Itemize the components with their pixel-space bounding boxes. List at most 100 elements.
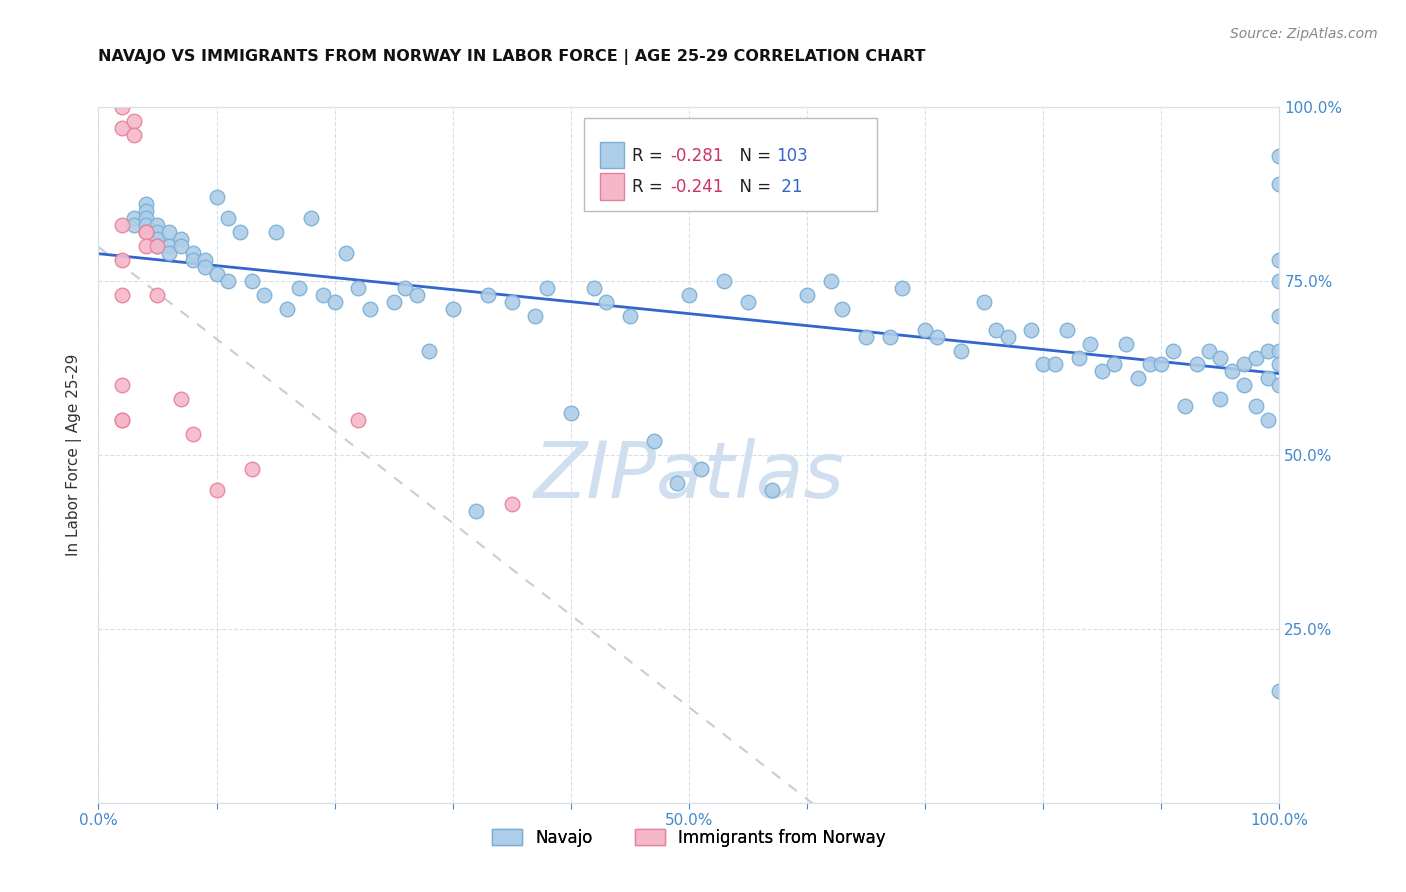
Point [194, 260, 217, 274]
Point [181, 427, 204, 442]
Point [560, 406, 582, 420]
Point [157, 239, 180, 253]
Point [1233, 358, 1256, 372]
Point [229, 225, 252, 239]
Point [406, 288, 429, 302]
Point [135, 204, 157, 219]
Point [181, 246, 204, 260]
Point [949, 343, 972, 358]
Point [217, 274, 239, 288]
Point [1080, 336, 1102, 351]
Point [1268, 378, 1291, 392]
Point [418, 343, 440, 358]
Bar [600, 142, 624, 169]
Point [1268, 177, 1291, 191]
Point [157, 246, 180, 260]
Text: NAVAJO VS IMMIGRANTS FROM NORWAY IN LABOR FORCE | AGE 25-29 CORRELATION CHART: NAVAJO VS IMMIGRANTS FROM NORWAY IN LABO… [98, 49, 927, 65]
Point [111, 120, 134, 135]
Point [217, 211, 239, 226]
Point [501, 294, 523, 309]
Point [831, 301, 853, 316]
Point [1257, 343, 1279, 358]
Point [761, 483, 783, 497]
Point [146, 239, 169, 253]
Point [713, 274, 735, 288]
Point [240, 274, 263, 288]
Point [583, 281, 606, 295]
Point [1161, 343, 1184, 358]
Point [299, 211, 322, 226]
Point [253, 288, 276, 302]
Text: ZIPatlas: ZIPatlas [533, 438, 845, 514]
Point [135, 225, 157, 239]
Point [1268, 274, 1291, 288]
Point [394, 281, 416, 295]
Point [323, 294, 346, 309]
Point [170, 239, 193, 253]
Point [1056, 323, 1078, 337]
Text: 21: 21 [776, 178, 803, 196]
Point [135, 225, 157, 239]
Point [465, 503, 488, 517]
Point [689, 462, 711, 476]
Legend: Navajo, Immigrants from Norway: Navajo, Immigrants from Norway [485, 822, 893, 854]
Point [205, 267, 228, 281]
Text: -0.281: -0.281 [671, 147, 724, 165]
Point [925, 329, 948, 343]
Point [312, 288, 335, 302]
Point [276, 301, 298, 316]
Point [1268, 343, 1291, 358]
Text: N =: N = [730, 178, 776, 196]
Point [135, 239, 157, 253]
Point [146, 219, 169, 233]
Point [194, 253, 217, 268]
Point [335, 246, 357, 260]
Point [1268, 253, 1291, 268]
Y-axis label: In Labor Force | Age 25-29: In Labor Force | Age 25-29 [66, 354, 83, 556]
Point [205, 483, 228, 497]
Text: N =: N = [730, 147, 776, 165]
FancyBboxPatch shape [583, 118, 877, 211]
Point [122, 211, 145, 226]
Point [264, 225, 287, 239]
Point [135, 219, 157, 233]
Point [382, 294, 405, 309]
Point [1102, 358, 1125, 372]
Point [1209, 392, 1232, 407]
Point [146, 232, 169, 246]
Point [1268, 684, 1291, 698]
Point [122, 128, 145, 142]
Point [146, 225, 169, 239]
Point [1220, 364, 1243, 378]
Point [1091, 364, 1114, 378]
Point [205, 190, 228, 204]
Point [347, 281, 370, 295]
Point [181, 253, 204, 268]
Point [524, 309, 547, 323]
Point [170, 392, 193, 407]
Text: 103: 103 [776, 147, 808, 165]
Point [678, 288, 700, 302]
Point [170, 232, 193, 246]
Point [1268, 309, 1291, 323]
Point [855, 329, 877, 343]
Point [666, 475, 689, 490]
Point [240, 462, 263, 476]
Bar [600, 173, 624, 200]
Point [501, 497, 523, 511]
Point [111, 378, 134, 392]
Point [146, 239, 169, 253]
Point [820, 274, 842, 288]
Point [111, 253, 134, 268]
Point [879, 329, 901, 343]
Point [359, 301, 381, 316]
Point [477, 288, 499, 302]
Point [1268, 149, 1291, 163]
Point [1233, 378, 1256, 392]
Point [111, 288, 134, 302]
Point [347, 413, 370, 427]
Point [1198, 343, 1220, 358]
Point [737, 294, 759, 309]
Point [1126, 371, 1149, 385]
Point [1268, 358, 1291, 372]
